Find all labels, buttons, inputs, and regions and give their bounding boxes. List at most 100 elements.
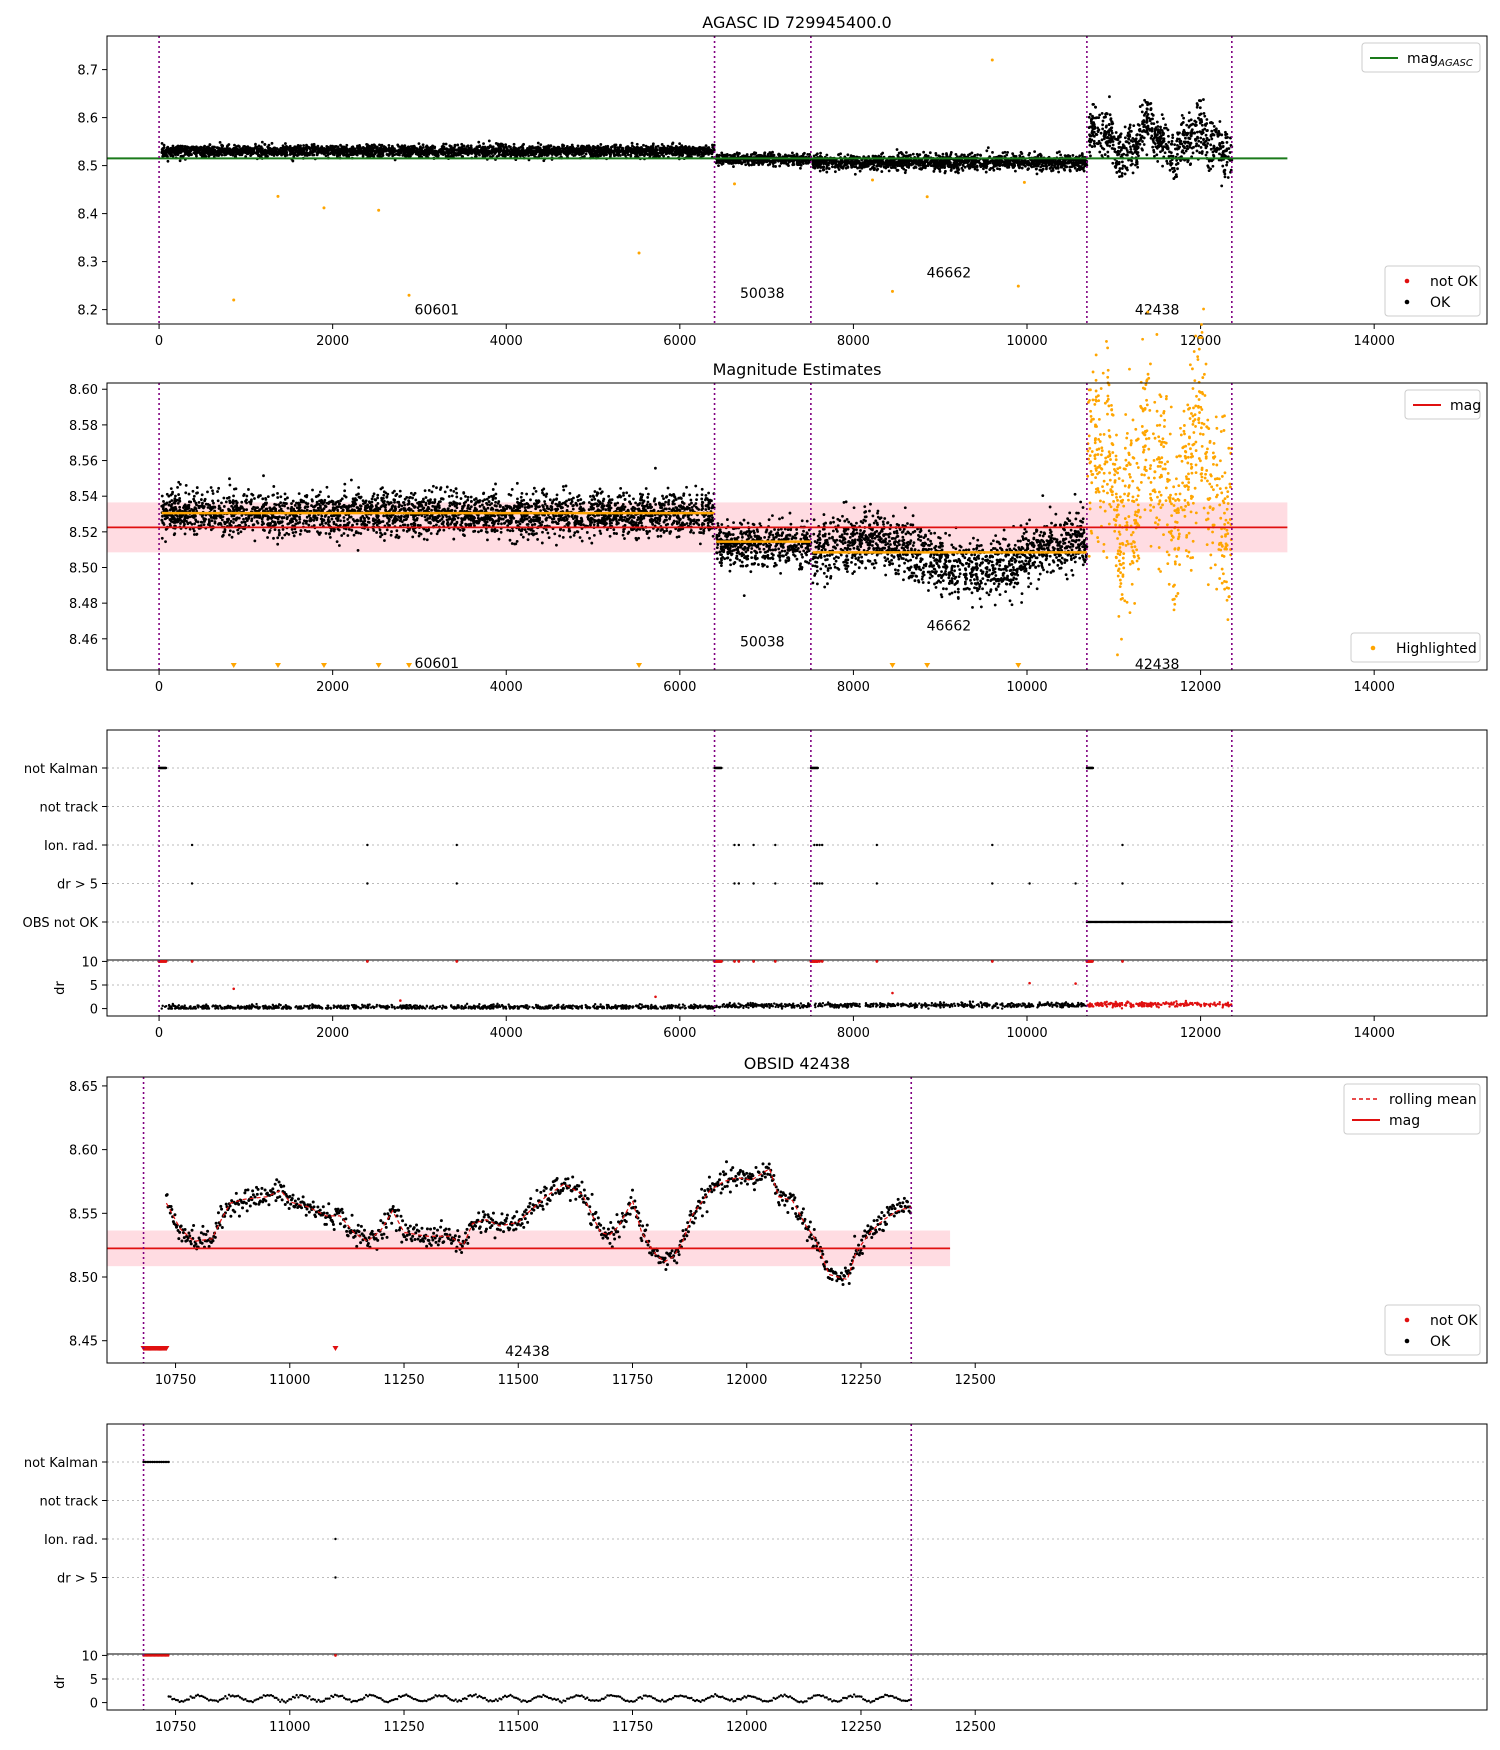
data-point xyxy=(1027,153,1031,157)
data-point xyxy=(477,145,481,148)
data-point xyxy=(1098,150,1102,154)
data-point xyxy=(269,149,273,153)
data-point xyxy=(714,161,718,165)
data-point xyxy=(900,166,904,169)
data-point xyxy=(566,150,570,154)
data-point xyxy=(539,154,543,158)
data-point xyxy=(246,152,250,156)
data-point xyxy=(700,152,704,156)
data-point xyxy=(285,151,288,155)
data-point xyxy=(252,148,256,152)
data-point xyxy=(512,145,516,149)
data-point xyxy=(841,166,845,170)
data-point xyxy=(176,144,180,148)
data-point xyxy=(254,142,257,146)
data-point xyxy=(208,143,212,146)
data-point xyxy=(997,154,1001,158)
data-point xyxy=(487,146,491,150)
data-point xyxy=(880,170,884,173)
data-point xyxy=(896,162,900,166)
data-point xyxy=(482,148,486,152)
data-point xyxy=(615,149,619,152)
data-point xyxy=(904,151,908,154)
data-point xyxy=(319,148,323,152)
data-point xyxy=(758,153,762,157)
data-point xyxy=(837,164,841,167)
data-point xyxy=(991,151,994,154)
data-point xyxy=(500,153,503,157)
data-point xyxy=(863,165,867,169)
data-point xyxy=(442,142,446,146)
data-point xyxy=(538,146,542,150)
data-point xyxy=(362,150,366,153)
data-point xyxy=(504,143,508,147)
data-point xyxy=(1013,164,1017,168)
data-point xyxy=(985,149,989,153)
data-point xyxy=(626,153,630,157)
data-point xyxy=(995,162,999,166)
data-point xyxy=(1000,159,1004,163)
data-point xyxy=(957,168,961,171)
data-point xyxy=(562,148,565,152)
data-point xyxy=(603,151,607,154)
data-point xyxy=(985,160,988,164)
data-point xyxy=(956,171,960,175)
data-point xyxy=(857,159,861,163)
data-point xyxy=(1064,165,1068,169)
data-point xyxy=(465,148,468,152)
data-point xyxy=(1026,159,1030,163)
data-point xyxy=(1063,168,1067,172)
data-point xyxy=(957,159,961,163)
data-point xyxy=(331,152,335,156)
data-point xyxy=(160,141,164,145)
data-point xyxy=(403,151,407,155)
data-point xyxy=(483,145,487,149)
data-point xyxy=(443,151,447,155)
data-point xyxy=(279,151,283,155)
data-point xyxy=(1167,140,1171,144)
data-point xyxy=(935,165,938,168)
data-point xyxy=(763,154,767,158)
data-point xyxy=(983,162,987,166)
data-point xyxy=(502,146,506,150)
data-point xyxy=(549,144,552,148)
data-point xyxy=(685,149,689,153)
data-point xyxy=(555,154,558,157)
data-point xyxy=(565,145,569,148)
data-point xyxy=(453,143,457,147)
data-point xyxy=(535,149,539,153)
data-point xyxy=(750,163,754,167)
data-point xyxy=(1033,164,1037,168)
data-point xyxy=(1129,145,1132,149)
data-point xyxy=(1019,150,1023,154)
data-point xyxy=(799,163,803,167)
data-point xyxy=(436,154,440,157)
data-point xyxy=(326,150,330,154)
data-point xyxy=(849,154,853,158)
data-point xyxy=(324,154,328,158)
data-point xyxy=(1030,160,1034,164)
data-point xyxy=(939,162,943,166)
data-point xyxy=(310,151,314,155)
data-point xyxy=(791,151,794,155)
data-point xyxy=(891,161,895,165)
data-point xyxy=(799,160,803,164)
data-point xyxy=(644,144,648,148)
data-point xyxy=(1054,161,1058,165)
data-point xyxy=(425,147,429,151)
data-point xyxy=(815,160,818,164)
data-point xyxy=(197,148,201,152)
data-point xyxy=(795,152,799,156)
data-point xyxy=(649,151,653,155)
data-point xyxy=(850,164,853,168)
data-point xyxy=(391,154,395,158)
data-point xyxy=(766,163,770,167)
data-point xyxy=(207,148,210,152)
data-point xyxy=(853,172,857,176)
data-point xyxy=(744,163,748,167)
data-point xyxy=(907,154,910,158)
data-point xyxy=(728,153,732,157)
data-point xyxy=(961,163,965,167)
data-point xyxy=(503,154,506,157)
